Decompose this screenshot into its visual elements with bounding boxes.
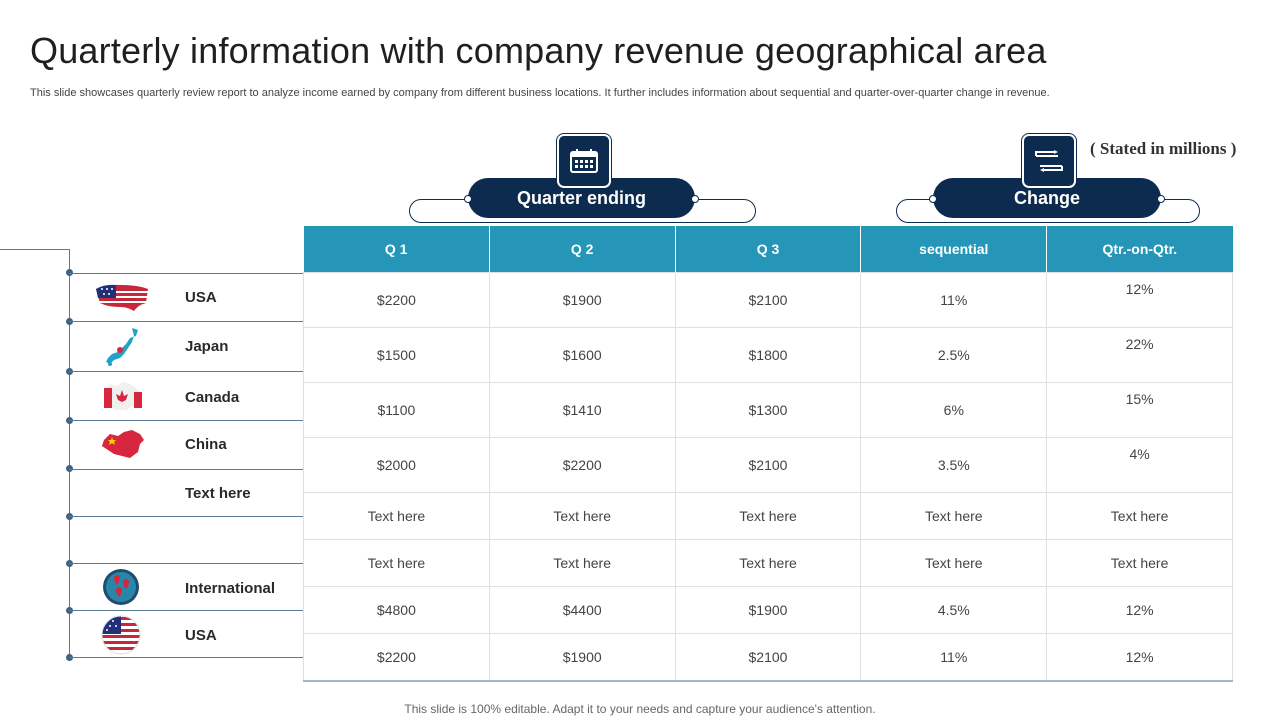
table-cell: 12% <box>1046 633 1233 682</box>
table-cell: $2200 <box>488 437 676 493</box>
row-label-usa: USA <box>185 289 217 306</box>
table-cell: 15% <box>1046 382 1233 438</box>
usa-flag-icon <box>94 283 150 318</box>
row-label-usa-2: USA <box>185 627 217 644</box>
connector-line <box>0 249 70 250</box>
column-header: Q 3 <box>675 226 862 273</box>
table-cell: 22% <box>1046 327 1233 383</box>
china-map-icon <box>100 428 146 465</box>
connector-dot <box>1157 195 1165 203</box>
table-row: Text here Text here Text here Text here … <box>303 492 1233 540</box>
table-header-row: Q 1 Q 2 Q 3 sequential Qtr.-on-Qtr. <box>303 226 1233 273</box>
row-divider <box>69 469 303 470</box>
row-dot <box>66 465 73 472</box>
table-cell: $1800 <box>674 327 862 383</box>
table-cell: 11% <box>860 633 1048 682</box>
row-divider <box>69 563 303 564</box>
connector-dot <box>691 195 699 203</box>
table-cell: $1900 <box>488 272 676 328</box>
page-subtitle: This slide showcases quarterly review re… <box>30 87 1050 99</box>
table-cell: Text here <box>674 539 862 587</box>
table-cell: $1600 <box>488 327 676 383</box>
table-cell: $4400 <box>488 586 676 634</box>
row-divider <box>69 516 303 517</box>
table-cell: 11% <box>860 272 1048 328</box>
change-arrows-icon <box>1022 134 1076 188</box>
column-header: sequential <box>860 226 1048 273</box>
table-row: $1100 $1410 $1300 6% 15% <box>303 382 1233 438</box>
table-row: Text here Text here Text here Text here … <box>303 539 1233 587</box>
table-cell: 4.5% <box>860 586 1048 634</box>
column-header: Q 1 <box>303 226 490 273</box>
column-header: Qtr.-on-Qtr. <box>1046 226 1233 273</box>
footer-note: This slide is 100% editable. Adapt it to… <box>404 702 876 716</box>
row-divider <box>69 610 303 611</box>
units-note: ( Stated in millions ) <box>1090 139 1237 158</box>
table-row: $2200 $1900 $2100 11% 12% <box>303 272 1233 328</box>
table-cell: 12% <box>1046 586 1233 634</box>
table-row: $1500 $1600 $1800 2.5% 22% <box>303 327 1233 383</box>
table-cell: $2200 <box>303 272 490 328</box>
table-cell: 4% <box>1046 437 1233 493</box>
table-cell: $1900 <box>674 586 862 634</box>
page-title: Quarterly information with company reven… <box>30 30 1047 71</box>
table-cell: 2.5% <box>860 327 1048 383</box>
column-header: Q 2 <box>489 226 676 273</box>
table-cell: $1900 <box>488 633 676 682</box>
row-divider <box>69 371 303 372</box>
row-label-japan: Japan <box>185 338 229 355</box>
table-cell: Text here <box>488 539 676 587</box>
usa-round-flag-icon <box>101 615 141 660</box>
row-divider <box>69 321 303 322</box>
table-cell: Text here <box>1046 492 1233 540</box>
table-cell: $4800 <box>303 586 490 634</box>
table-cell: Text here <box>860 492 1048 540</box>
canada-map-icon <box>100 380 144 419</box>
table-cell: $1500 <box>303 327 490 383</box>
row-label-text: Text here <box>185 485 251 502</box>
table-cell: $2100 <box>674 272 862 328</box>
calendar-icon <box>557 134 611 188</box>
table-cell: Text here <box>488 492 676 540</box>
table-cell: 12% <box>1046 272 1233 328</box>
row-label-china: China <box>185 436 227 453</box>
vertical-connector <box>69 250 70 658</box>
table-cell: 3.5% <box>860 437 1048 493</box>
table-cell: $1100 <box>303 382 490 438</box>
table-row: $2200 $1900 $2100 11% 12% <box>303 633 1233 682</box>
japan-map-icon <box>104 326 140 371</box>
table-cell: Text here <box>303 539 490 587</box>
table-cell: $1410 <box>488 382 676 438</box>
row-divider <box>69 420 303 421</box>
table-cell: $2100 <box>674 437 862 493</box>
row-dot <box>66 269 73 276</box>
row-label-canada: Canada <box>185 389 240 406</box>
row-divider <box>69 273 303 274</box>
table-row: $2000 $2200 $2100 3.5% 4% <box>303 437 1233 493</box>
table-cell: $2100 <box>674 633 862 682</box>
row-divider <box>69 657 303 658</box>
table-cell: $2000 <box>303 437 490 493</box>
table-cell: $1300 <box>674 382 862 438</box>
table-cell: $2200 <box>303 633 490 682</box>
table-cell: Text here <box>1046 539 1233 587</box>
revenue-table: Q 1 Q 2 Q 3 sequential Qtr.-on-Qtr. $220… <box>303 226 1233 682</box>
table-cell: Text here <box>860 539 1048 587</box>
table-cell: Text here <box>674 492 862 540</box>
table-cell: Text here <box>303 492 490 540</box>
table-cell: 6% <box>860 382 1048 438</box>
row-label-international: International <box>185 580 276 597</box>
connector-dot <box>929 195 937 203</box>
globe-pins-icon <box>102 568 140 611</box>
table-row: $4800 $4400 $1900 4.5% 12% <box>303 586 1233 634</box>
connector-dot <box>464 195 472 203</box>
